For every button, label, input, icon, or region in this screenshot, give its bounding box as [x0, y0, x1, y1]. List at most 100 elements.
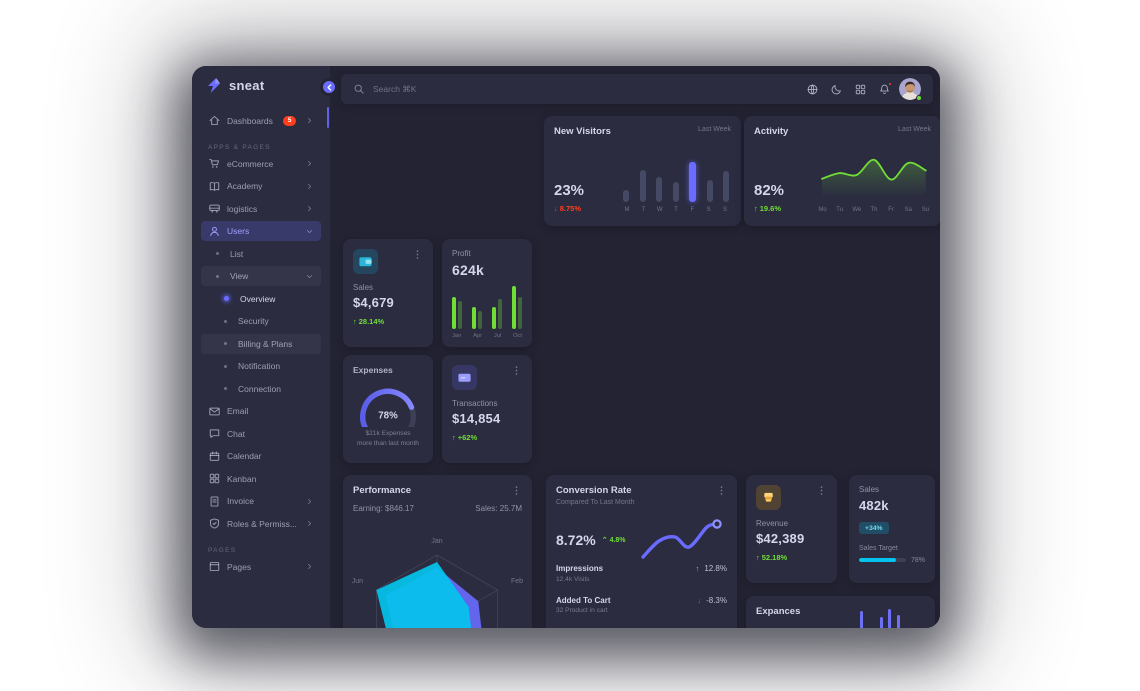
arrow-up-icon: ↑	[756, 553, 760, 562]
bullet-icon	[216, 252, 219, 255]
expenses-title: Expenses	[353, 365, 393, 375]
expances-bar	[880, 617, 883, 628]
sidebar-nav: Dashboards 5 APPS & PAGES eCommerce Academy l…	[192, 108, 330, 579]
main-content: New Visitors Last Week 23% ↓ 8.75% MTWTF…	[330, 66, 940, 628]
sidebar-item-users[interactable]: Users	[201, 221, 321, 241]
user-avatar[interactable]	[899, 78, 922, 101]
sidebar-item-security[interactable]: Security	[201, 311, 321, 331]
chevron-right-icon	[305, 562, 314, 571]
bullet-icon	[224, 387, 227, 390]
sidebar-scrollbar-thumb[interactable]	[326, 107, 329, 128]
sidebar-collapse-button[interactable]	[320, 78, 338, 96]
search-input[interactable]	[373, 84, 573, 94]
sidebar-item-label: Chat	[227, 428, 245, 439]
bullet-icon	[224, 296, 229, 301]
kebab-menu-icon[interactable]	[511, 485, 522, 496]
card-title: New Visitors	[554, 126, 611, 137]
sales-value: $4,679	[353, 295, 394, 310]
revenue-label: Revenue	[756, 519, 789, 528]
svg-text:Feb: Feb	[511, 578, 523, 585]
sidebar-item-roles-permiss[interactable]: Roles & Permiss...	[201, 514, 321, 534]
bullet-icon	[224, 364, 227, 368]
brand[interactable]: sneat	[192, 66, 330, 99]
sidebar-item-label: Billing & Plans	[238, 338, 293, 349]
search-icon	[353, 83, 365, 95]
kebab-menu-icon[interactable]	[511, 365, 522, 376]
arrow-up-icon: ↑	[695, 564, 700, 573]
conversion-line-chart	[637, 511, 727, 570]
moon-icon[interactable]	[830, 83, 843, 96]
online-status-dot	[915, 94, 922, 101]
sidebar-item-billing-plans[interactable]: Billing & Plans	[201, 333, 321, 354]
sidebar-item-dashboards[interactable]: Dashboards 5	[201, 111, 321, 131]
sidebar-item-label: Security	[238, 316, 269, 326]
sidebar-item-label: Connection	[238, 383, 282, 394]
sidebar-item-chat[interactable]: Chat	[201, 424, 321, 444]
card-title: Expances	[756, 606, 801, 617]
performance-radar-chart: JanFebMarAprMayJun	[343, 531, 532, 628]
sidebar-item-list[interactable]: List	[201, 244, 321, 264]
user-icon	[208, 225, 221, 238]
sales-delta: 28.14%	[358, 317, 385, 326]
sidebar-item-view[interactable]: View	[201, 266, 321, 286]
profit-bar	[452, 297, 456, 329]
arrow-up-icon: ↑	[353, 317, 357, 326]
sneat-logo-icon	[206, 78, 223, 93]
visitors-delta: 8.75%	[559, 204, 582, 213]
arrow-up-icon: ↑	[452, 433, 456, 442]
card-title: Activity	[754, 126, 789, 137]
sidebar-section-header: PAGES	[208, 546, 237, 554]
sidebar-item-label: View	[230, 271, 249, 281]
chevron-down-icon	[305, 227, 314, 236]
sidebar-item-invoice[interactable]: Invoice	[201, 491, 321, 511]
kebab-menu-icon[interactable]	[816, 485, 827, 496]
sidebar-item-calendar[interactable]: Calendar	[201, 446, 321, 466]
brand-name: sneat	[229, 78, 265, 93]
sidebar-item-logistics[interactable]: logistics	[201, 199, 321, 219]
card-transactions: Transactions $14,854 ↑ +62%	[442, 355, 532, 463]
sidebar-item-academy[interactable]: Academy	[201, 176, 321, 196]
sidebar-item-email[interactable]: Email	[201, 401, 321, 421]
expenses-gauge-chart: 78%	[353, 377, 423, 427]
sidebar-item-notification[interactable]: Notification	[201, 356, 321, 376]
expenses-caption-1: $21k Expenses	[365, 430, 411, 437]
profit-value: 624k	[452, 262, 484, 278]
profit-label: Profit	[452, 249, 471, 258]
profit-bar	[478, 311, 482, 329]
sidebar-item-overview[interactable]: Overview	[201, 289, 321, 309]
sidebar-item-pages[interactable]: Pages	[201, 557, 321, 577]
conversion-stat-row: Added To Cart 32 Product in cart ↓ -8.3%	[556, 595, 727, 615]
profit-bar	[458, 301, 462, 329]
bullet-icon	[216, 274, 219, 278]
sidebar-item-label: List	[230, 248, 244, 259]
sidebar-item-connection[interactable]: Connection	[201, 379, 321, 399]
conversion-stat-row: Impressions 12.4k Visits ↑ 12.8%	[556, 564, 727, 583]
profit-bar-chart: Jan Apr Jul Oct	[452, 283, 522, 339]
book-icon	[208, 180, 221, 193]
topbar-icons	[806, 81, 892, 96]
sidebar-item-label: Academy	[227, 181, 263, 191]
earning-stat: Earning: $846.17	[353, 504, 414, 513]
coins-icon	[756, 485, 781, 510]
sales-target-percent: 78%	[910, 556, 925, 564]
kebab-menu-icon[interactable]	[412, 249, 423, 260]
period-label: Last Week	[898, 126, 931, 133]
profit-bar	[518, 297, 522, 329]
expances-bar	[888, 609, 891, 628]
caret-up-icon: ⌃	[601, 537, 608, 544]
revenue-delta: 52.18%	[761, 553, 788, 562]
bell-icon[interactable]	[878, 81, 892, 96]
topbar	[341, 74, 933, 104]
kebab-menu-icon[interactable]	[716, 485, 727, 496]
sidebar-item-ecommerce[interactable]: eCommerce	[201, 154, 321, 174]
sidebar-item-label: Email	[227, 406, 249, 416]
sidebar-item-label: Calendar	[227, 451, 262, 461]
expenses-caption-2: more than last month	[357, 439, 419, 447]
calendar-icon	[208, 450, 221, 463]
globe-icon[interactable]	[806, 83, 819, 96]
grid-icon[interactable]	[854, 83, 867, 96]
chevron-down-icon	[305, 272, 314, 281]
sidebar-item-kanban[interactable]: Kanban	[201, 469, 321, 489]
profit-bar	[498, 299, 502, 329]
